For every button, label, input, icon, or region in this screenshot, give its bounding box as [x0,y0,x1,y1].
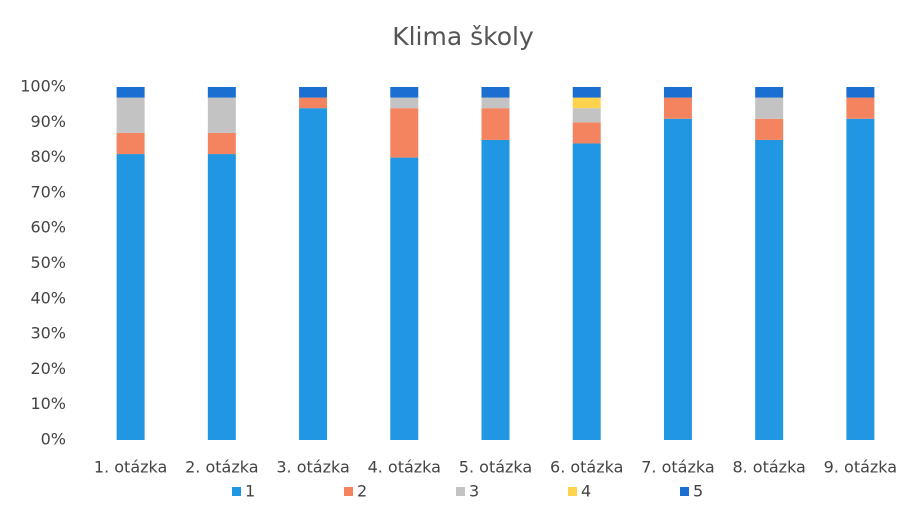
bar-segment [299,108,328,441]
x-tick-label: 1. otázka [94,458,167,477]
bar-segment [299,87,328,98]
x-tick-label: 9. otázka [824,458,897,477]
legend-label: 4 [581,482,591,501]
y-tick-label: 50% [30,253,66,272]
chart-title: Klima školy [392,22,534,51]
bar-segment [116,154,145,440]
y-tick-label: 90% [30,112,66,131]
bar-segment [481,139,510,440]
bar-segment [481,97,510,109]
y-tick-label: 70% [30,182,66,201]
x-tick-label: 2. otázka [185,458,258,477]
bar-segment [207,132,236,155]
bar-segment [116,87,145,98]
bar-segment [755,97,784,119]
x-tick-label: 5. otázka [459,458,532,477]
legend-label: 3 [469,482,479,501]
bar-segment [663,87,692,98]
bar-segment [572,87,601,98]
legend-label: 5 [693,482,703,501]
y-tick-label: 100% [20,77,66,96]
x-tick-label: 7. otázka [641,458,714,477]
y-tick-label: 10% [30,394,66,413]
x-tick-label: 3. otázka [276,458,349,477]
x-tick-label: 4. otázka [368,458,441,477]
bar-segment [846,87,875,98]
legend-swatch [568,487,577,496]
bar-segment [116,132,145,155]
bar-segment [755,139,784,440]
y-tick-label: 80% [30,147,66,166]
bar-segment [207,97,236,133]
bar-segment [663,118,692,441]
x-tick-label: 8. otázka [732,458,805,477]
legend-label: 2 [357,482,367,501]
bar-segment [390,157,419,440]
bar-segment [572,108,601,123]
legend-label: 1 [245,482,255,501]
bar-segment [481,108,510,140]
bar-segment [846,118,875,441]
y-tick-label: 60% [30,218,66,237]
bar-segment [116,97,145,133]
bar-segment [390,97,419,109]
bar-segment [755,87,784,98]
bar-segment [481,87,510,98]
legend-swatch [680,487,689,496]
y-tick-label: 40% [30,288,66,307]
bar-segment [207,154,236,440]
legend-swatch [232,487,241,496]
bar-segment [846,97,875,119]
bar-segment [663,97,692,119]
legend-swatch [344,487,353,496]
bar-segment [755,118,784,140]
bar-segment [390,108,419,158]
legend-swatch [456,487,465,496]
y-tick-label: 20% [30,359,66,378]
bar-segment [572,97,601,109]
bar-segment [207,87,236,98]
x-tick-label: 6. otázka [550,458,623,477]
bar-segment [299,97,328,109]
bar-segment [572,143,601,441]
y-tick-label: 0% [41,430,66,449]
bar-segment [572,122,601,144]
bar-segment [390,87,419,98]
y-tick-label: 30% [30,324,66,343]
